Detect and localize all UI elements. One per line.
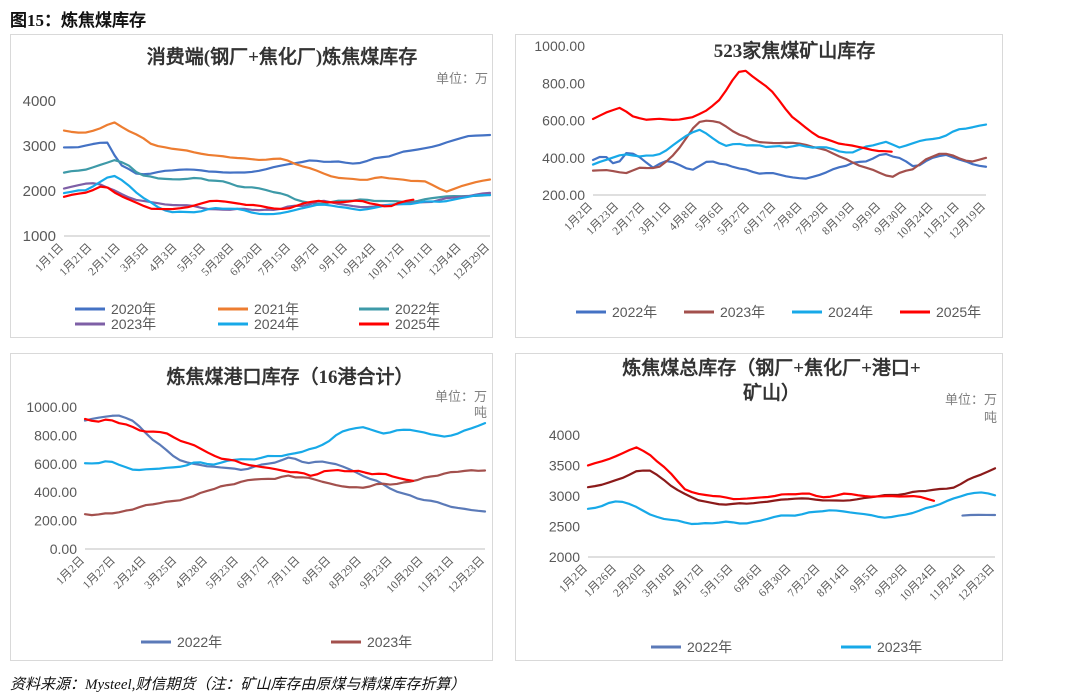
svg-text:3月25日: 3月25日 <box>142 555 179 592</box>
svg-text:炼焦煤总库存（钢厂+焦化厂+港口+: 炼焦煤总库存（钢厂+焦化厂+港口+ <box>622 356 920 379</box>
svg-text:0.00: 0.00 <box>50 541 77 557</box>
svg-text:2000: 2000 <box>549 549 580 565</box>
svg-text:2024年: 2024年 <box>828 304 873 321</box>
svg-text:1000.00: 1000.00 <box>26 399 77 415</box>
svg-text:800.00: 800.00 <box>34 427 77 443</box>
svg-text:2023年: 2023年 <box>367 634 412 651</box>
svg-text:2023年: 2023年 <box>720 304 765 321</box>
svg-text:800.00: 800.00 <box>542 75 585 91</box>
svg-text:3500: 3500 <box>549 458 580 474</box>
svg-text:600.00: 600.00 <box>34 456 77 472</box>
svg-text:4月8日: 4月8日 <box>667 201 700 234</box>
svg-text:2024年: 2024年 <box>254 316 299 333</box>
svg-text:200.00: 200.00 <box>542 187 585 203</box>
svg-text:1000.00: 1000.00 <box>534 38 585 54</box>
svg-text:单位：万: 单位：万 <box>435 389 487 404</box>
svg-text:6月17日: 6月17日 <box>235 555 272 592</box>
svg-text:单位：万: 单位：万 <box>945 392 997 407</box>
svg-text:吨: 吨 <box>474 405 487 420</box>
svg-text:矿山）: 矿山） <box>743 381 800 404</box>
svg-text:400.00: 400.00 <box>34 484 77 500</box>
svg-text:2022年: 2022年 <box>687 639 732 656</box>
svg-text:200.00: 200.00 <box>34 513 77 529</box>
svg-text:8月29日: 8月29日 <box>327 555 364 592</box>
svg-text:吨: 吨 <box>984 410 997 425</box>
svg-text:3月5日: 3月5日 <box>118 242 151 275</box>
svg-text:400.00: 400.00 <box>542 150 585 166</box>
svg-text:炼焦煤港口库存（16港合计）: 炼焦煤港口库存（16港合计） <box>166 365 413 388</box>
svg-text:1000: 1000 <box>23 228 56 245</box>
svg-text:7月11日: 7月11日 <box>266 555 303 592</box>
svg-text:2月11日: 2月11日 <box>86 242 123 279</box>
svg-text:4000: 4000 <box>23 93 56 110</box>
svg-text:2025年: 2025年 <box>395 316 440 333</box>
svg-text:3000: 3000 <box>549 488 580 504</box>
svg-text:8月7日: 8月7日 <box>289 242 322 275</box>
svg-text:8月14日: 8月14日 <box>815 563 852 600</box>
svg-text:2022年: 2022年 <box>612 304 657 321</box>
svg-text:2500: 2500 <box>549 519 580 535</box>
svg-text:5月15日: 5月15日 <box>699 563 736 600</box>
svg-text:2月24日: 2月24日 <box>112 555 149 592</box>
svg-text:消费端(钢厂+焦化厂)炼焦煤库存: 消费端(钢厂+焦化厂)炼焦煤库存 <box>147 45 417 68</box>
svg-text:2022年: 2022年 <box>177 634 222 651</box>
svg-text:2023年: 2023年 <box>111 316 156 333</box>
svg-text:1月27日: 1月27日 <box>81 555 118 592</box>
svg-text:2025年: 2025年 <box>936 304 981 321</box>
svg-text:2000: 2000 <box>23 183 56 200</box>
svg-text:4000: 4000 <box>549 427 580 443</box>
svg-text:523家焦煤矿山库存: 523家焦煤矿山库存 <box>714 39 876 62</box>
svg-text:单位：万: 单位：万 <box>436 71 488 86</box>
svg-text:600.00: 600.00 <box>542 113 585 129</box>
svg-text:4月3日: 4月3日 <box>147 242 180 275</box>
svg-text:3000: 3000 <box>23 138 56 155</box>
svg-text:2023年: 2023年 <box>877 639 922 656</box>
svg-text:5月23日: 5月23日 <box>204 555 241 592</box>
svg-text:4月28日: 4月28日 <box>173 555 210 592</box>
